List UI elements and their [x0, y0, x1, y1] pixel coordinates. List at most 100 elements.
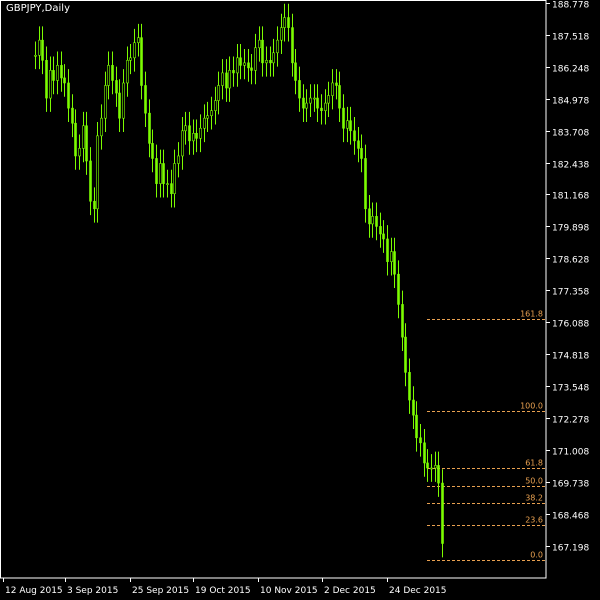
candle-body [265, 60, 268, 64]
candle-body [221, 72, 224, 86]
y-tick-label: 173.548 [552, 384, 589, 394]
candle-body [412, 399, 415, 416]
candle-body [331, 82, 334, 96]
candle-body [386, 238, 389, 262]
candle-body [441, 482, 444, 544]
y-tick-label: 168.468 [552, 512, 589, 522]
candle-body [107, 65, 110, 86]
candle-body [228, 70, 231, 89]
candle-body [155, 158, 158, 184]
x-tick-label: 25 Sep 2015 [132, 586, 189, 596]
candle-body [151, 143, 154, 159]
candle-body [203, 117, 206, 129]
candle-body [437, 465, 440, 484]
y-tick-label: 177.358 [552, 288, 589, 298]
candle-body [272, 52, 275, 64]
candle-body [375, 216, 378, 227]
y-tick-label: 184.978 [552, 97, 589, 107]
candle-body [430, 467, 433, 470]
candle-body [390, 251, 393, 262]
candle-body [324, 102, 327, 111]
candle-body [129, 57, 132, 61]
candle-body [188, 125, 191, 142]
fib-level-label: 161.8 [520, 310, 543, 319]
candle-body [368, 208, 371, 225]
candle-body [283, 17, 286, 28]
candle-body [353, 130, 356, 142]
candle-body [67, 82, 70, 109]
candle-body [118, 92, 121, 119]
candle-body [261, 39, 264, 64]
candle-body [177, 155, 180, 164]
candle-body [199, 127, 202, 139]
candle-body [349, 120, 352, 132]
x-tick-label: 24 Dec 2015 [389, 586, 447, 596]
candle-body [195, 132, 198, 139]
candle-body [148, 112, 151, 144]
candle-body [217, 85, 220, 101]
candle-body [170, 183, 173, 194]
candle-body [214, 100, 217, 111]
candle-body [144, 85, 147, 114]
y-tick-label: 174.818 [552, 352, 589, 362]
candle-body [360, 148, 363, 159]
candle-body [287, 17, 290, 28]
candle-body [41, 39, 44, 61]
candle-body [122, 82, 125, 119]
candle-body [137, 37, 140, 44]
candle-body [166, 183, 169, 185]
plot-frame [0, 0, 547, 579]
candle-body [335, 82, 338, 86]
candle-body [236, 57, 239, 74]
x-tick-label: 3 Sep 2015 [67, 586, 118, 596]
candle-body [49, 70, 52, 99]
y-tick-label: 188.778 [552, 1, 589, 11]
candle-body [78, 148, 81, 157]
candle-body [38, 39, 41, 56]
candle-body [104, 85, 107, 119]
fib-level-label: 0.0 [530, 551, 543, 560]
candle-body [382, 233, 385, 240]
y-tick-label: 182.438 [552, 161, 589, 171]
candle-body [313, 97, 316, 100]
candle-body [225, 72, 228, 89]
candle-body [320, 107, 323, 111]
candle-body [232, 70, 235, 74]
symbol-label: GBPJPY,Daily [6, 3, 70, 14]
candle-body [302, 97, 305, 109]
y-tick-label: 186.248 [552, 65, 589, 75]
candle-body [397, 273, 400, 305]
candle-body [250, 67, 253, 71]
fib-level-label: 38.2 [525, 494, 543, 503]
candle-body [133, 42, 136, 59]
candle-body [415, 414, 418, 439]
candle-body [184, 125, 187, 132]
candle-body [419, 437, 422, 444]
candle-body [60, 65, 63, 79]
x-tick-label: 2 Dec 2015 [324, 586, 376, 596]
candle-body [126, 60, 129, 84]
candle-body [434, 465, 437, 469]
x-tick-label: 12 Aug 2015 [5, 586, 63, 596]
candle-body [34, 54, 37, 57]
candle-body [162, 163, 165, 184]
candle-body [243, 62, 246, 66]
candle-body [401, 304, 404, 338]
candle-body [71, 107, 74, 124]
candle-body [393, 251, 396, 275]
candle-body [254, 47, 257, 71]
candle-body [173, 163, 176, 194]
candle-body [82, 125, 85, 149]
candle-body [52, 70, 55, 81]
candle-body [426, 462, 429, 469]
candle-body [338, 85, 341, 109]
candle-body [316, 97, 319, 109]
candle-body [258, 39, 261, 49]
fib-level-label: 61.8 [525, 459, 543, 468]
candle-body [239, 57, 242, 66]
y-tick-label: 183.708 [552, 129, 589, 139]
y-tick-label: 171.008 [552, 448, 589, 458]
x-tick-label: 10 Nov 2015 [260, 586, 318, 596]
candle-body [63, 77, 66, 84]
